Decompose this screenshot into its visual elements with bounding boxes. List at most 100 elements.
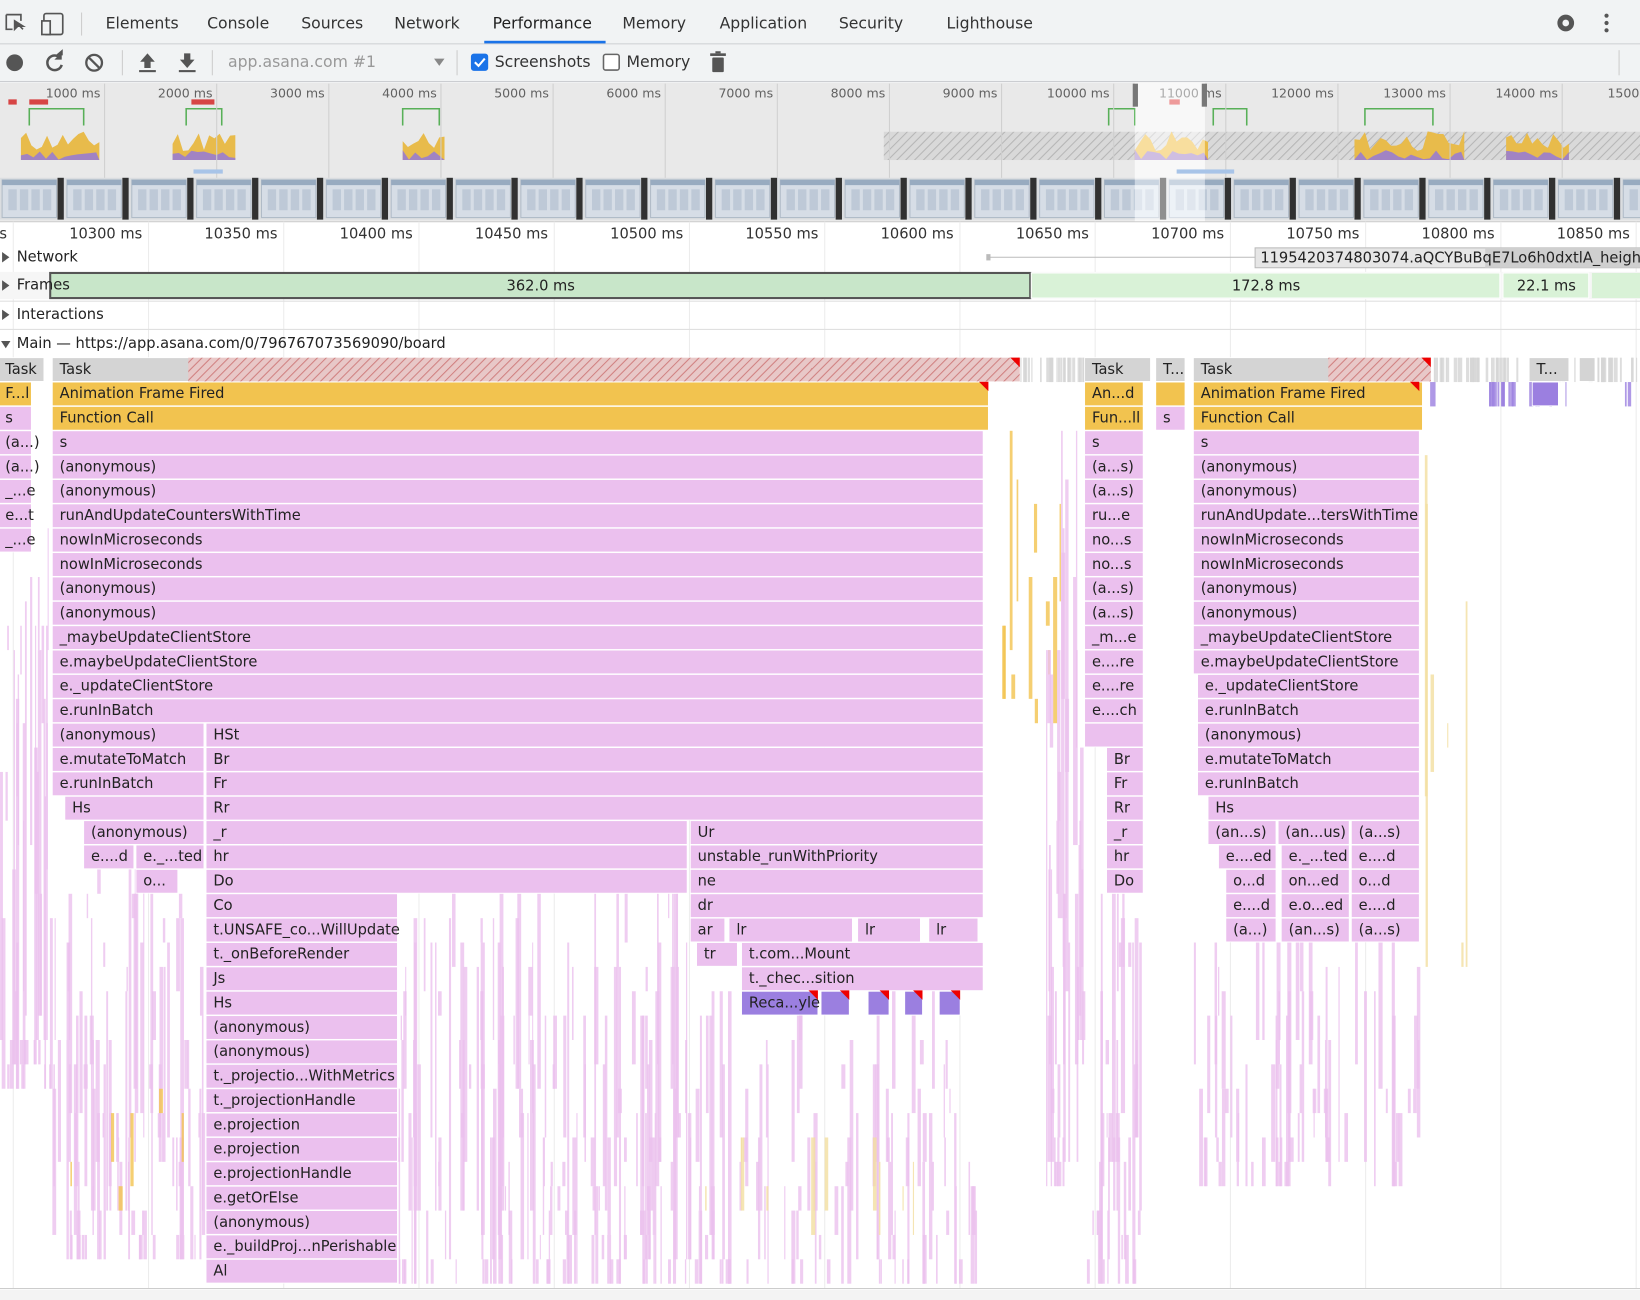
flame-block[interactable] — [51, 479, 984, 504]
flame-block[interactable] — [205, 869, 688, 894]
flame-label[interactable]: lr — [736, 921, 747, 938]
flame-label[interactable]: (a...) — [5, 458, 39, 475]
flame-block[interactable] — [205, 1039, 398, 1065]
flame-block[interactable] — [1197, 674, 1420, 699]
flame-label[interactable]: Task — [59, 361, 92, 378]
tab[interactable]: Security — [839, 14, 903, 33]
flame-block[interactable] — [51, 527, 984, 553]
more-icon[interactable] — [1604, 13, 1609, 33]
flame-label[interactable]: Br — [1114, 751, 1131, 768]
flame-label[interactable]: t._chec...sition — [749, 970, 855, 987]
flame-label[interactable]: unstable_runWithPriority — [698, 848, 879, 865]
flame-label[interactable]: nowInMicroseconds — [60, 556, 203, 573]
flame-label[interactable]: t.UNSAFE_co...WillUpdate — [213, 921, 400, 938]
flame-label[interactable]: (a...s) — [1092, 580, 1134, 597]
settings-icon[interactable] — [1557, 14, 1575, 32]
flame-label[interactable]: hr — [1114, 848, 1130, 865]
flame-label[interactable]: t._projectionHandle — [213, 1092, 355, 1109]
flame-label[interactable]: dr — [698, 897, 714, 914]
flame-block[interactable] — [741, 990, 819, 1016]
flame-block[interactable] — [1084, 649, 1144, 675]
flame-block[interactable] — [135, 844, 205, 870]
flame-block[interactable] — [689, 869, 984, 894]
flame-block[interactable] — [1350, 844, 1420, 870]
flame-block[interactable] — [1192, 600, 1420, 626]
tab[interactable]: Memory — [622, 14, 686, 33]
flame-label[interactable]: t._onBeforeRender — [213, 946, 350, 963]
track-label[interactable]: Network — [17, 248, 79, 265]
flame-label[interactable]: Function Call — [60, 410, 154, 427]
flame-label[interactable]: e._updateClientStore — [60, 678, 213, 695]
flame-block[interactable] — [1350, 820, 1420, 845]
flame-label[interactable]: s — [1163, 410, 1171, 427]
flame-block[interactable] — [51, 406, 989, 431]
flame-label[interactable]: Co — [213, 897, 232, 914]
flame-label[interactable]: (an...us) — [1285, 824, 1345, 841]
flame-block[interactable] — [1106, 844, 1144, 870]
flame-block[interactable] — [1197, 771, 1420, 797]
flame-block[interactable] — [1225, 893, 1277, 918]
flame-label[interactable]: e....ed — [1226, 848, 1272, 865]
flame-block[interactable] — [1084, 600, 1144, 626]
flame-label[interactable]: e.maybeUpdateClientStore — [60, 653, 258, 670]
checkbox[interactable] — [470, 53, 489, 71]
flame-label[interactable]: e.projection — [213, 1141, 300, 1158]
flame-label[interactable]: HSt — [213, 726, 239, 743]
flame-label[interactable]: lr — [865, 921, 876, 938]
flame-block[interactable] — [689, 820, 984, 845]
flame-block[interactable] — [928, 917, 979, 943]
flame-block[interactable] — [689, 917, 726, 943]
flame-label[interactable]: Do — [1114, 873, 1134, 890]
flame-block[interactable] — [1350, 869, 1420, 894]
flame-label[interactable]: Task — [1200, 361, 1233, 378]
flame-block[interactable] — [1084, 698, 1144, 724]
flame-label[interactable]: (anonymous) — [60, 483, 157, 500]
flame-block[interactable] — [1277, 820, 1350, 845]
flame-block[interactable] — [1192, 503, 1420, 529]
flame-block[interactable] — [51, 600, 984, 626]
flame-label[interactable]: runAndUpdateCountersWithTime — [60, 507, 301, 524]
flame-block[interactable] — [741, 966, 984, 992]
flame-block[interactable] — [205, 893, 398, 918]
tab[interactable]: Performance — [493, 14, 592, 33]
flame-block[interactable] — [696, 942, 738, 967]
flame-block[interactable] — [0, 503, 32, 529]
flame-block[interactable] — [1106, 795, 1144, 821]
expand-arrow[interactable] — [1, 340, 11, 349]
tab[interactable]: Lighthouse — [947, 14, 1033, 33]
flame-block[interactable] — [51, 552, 984, 577]
flame-label[interactable]: (anonymous) — [91, 824, 188, 841]
flame-block[interactable] — [205, 820, 688, 845]
flame-label[interactable]: e.projection — [213, 1116, 300, 1133]
flame-label[interactable]: s — [5, 410, 13, 427]
flame-block[interactable] — [728, 917, 853, 943]
flame-block[interactable] — [205, 1185, 398, 1211]
flame-block[interactable] — [741, 942, 984, 967]
flame-block[interactable] — [51, 771, 205, 797]
flame-label[interactable]: _...e — [4, 483, 35, 500]
flame-block[interactable] — [205, 1088, 398, 1113]
flame-block[interactable] — [1084, 625, 1144, 650]
flame-label[interactable]: o...d — [1359, 873, 1391, 890]
flame-label[interactable]: Ur — [698, 824, 716, 841]
flame-block[interactable] — [1280, 917, 1350, 943]
flame-block[interactable] — [1225, 917, 1277, 943]
flame-block[interactable] — [1350, 917, 1420, 943]
flame-label[interactable]: (anonymous) — [1201, 458, 1298, 475]
flame-label[interactable]: e.o...ed — [1289, 897, 1344, 914]
flame-label[interactable]: _m...e — [1091, 629, 1137, 646]
flame-block[interactable] — [1106, 747, 1144, 772]
flame-label[interactable]: T... — [1162, 361, 1184, 378]
flame-block[interactable] — [1192, 527, 1420, 553]
flame-label[interactable]: Task — [4, 361, 37, 378]
flame-block[interactable] — [0, 381, 32, 407]
trash-button[interactable] — [710, 51, 726, 73]
flame-label[interactable]: F...l — [5, 385, 29, 402]
flame-block[interactable] — [205, 1112, 398, 1138]
flame-block[interactable] — [1084, 479, 1144, 504]
flame-label[interactable]: _r — [212, 824, 227, 841]
flame-label[interactable]: ar — [698, 921, 714, 938]
flame-label[interactable]: o... — [143, 873, 166, 890]
flame-block[interactable] — [205, 1015, 398, 1040]
flame-block[interactable] — [205, 917, 398, 943]
